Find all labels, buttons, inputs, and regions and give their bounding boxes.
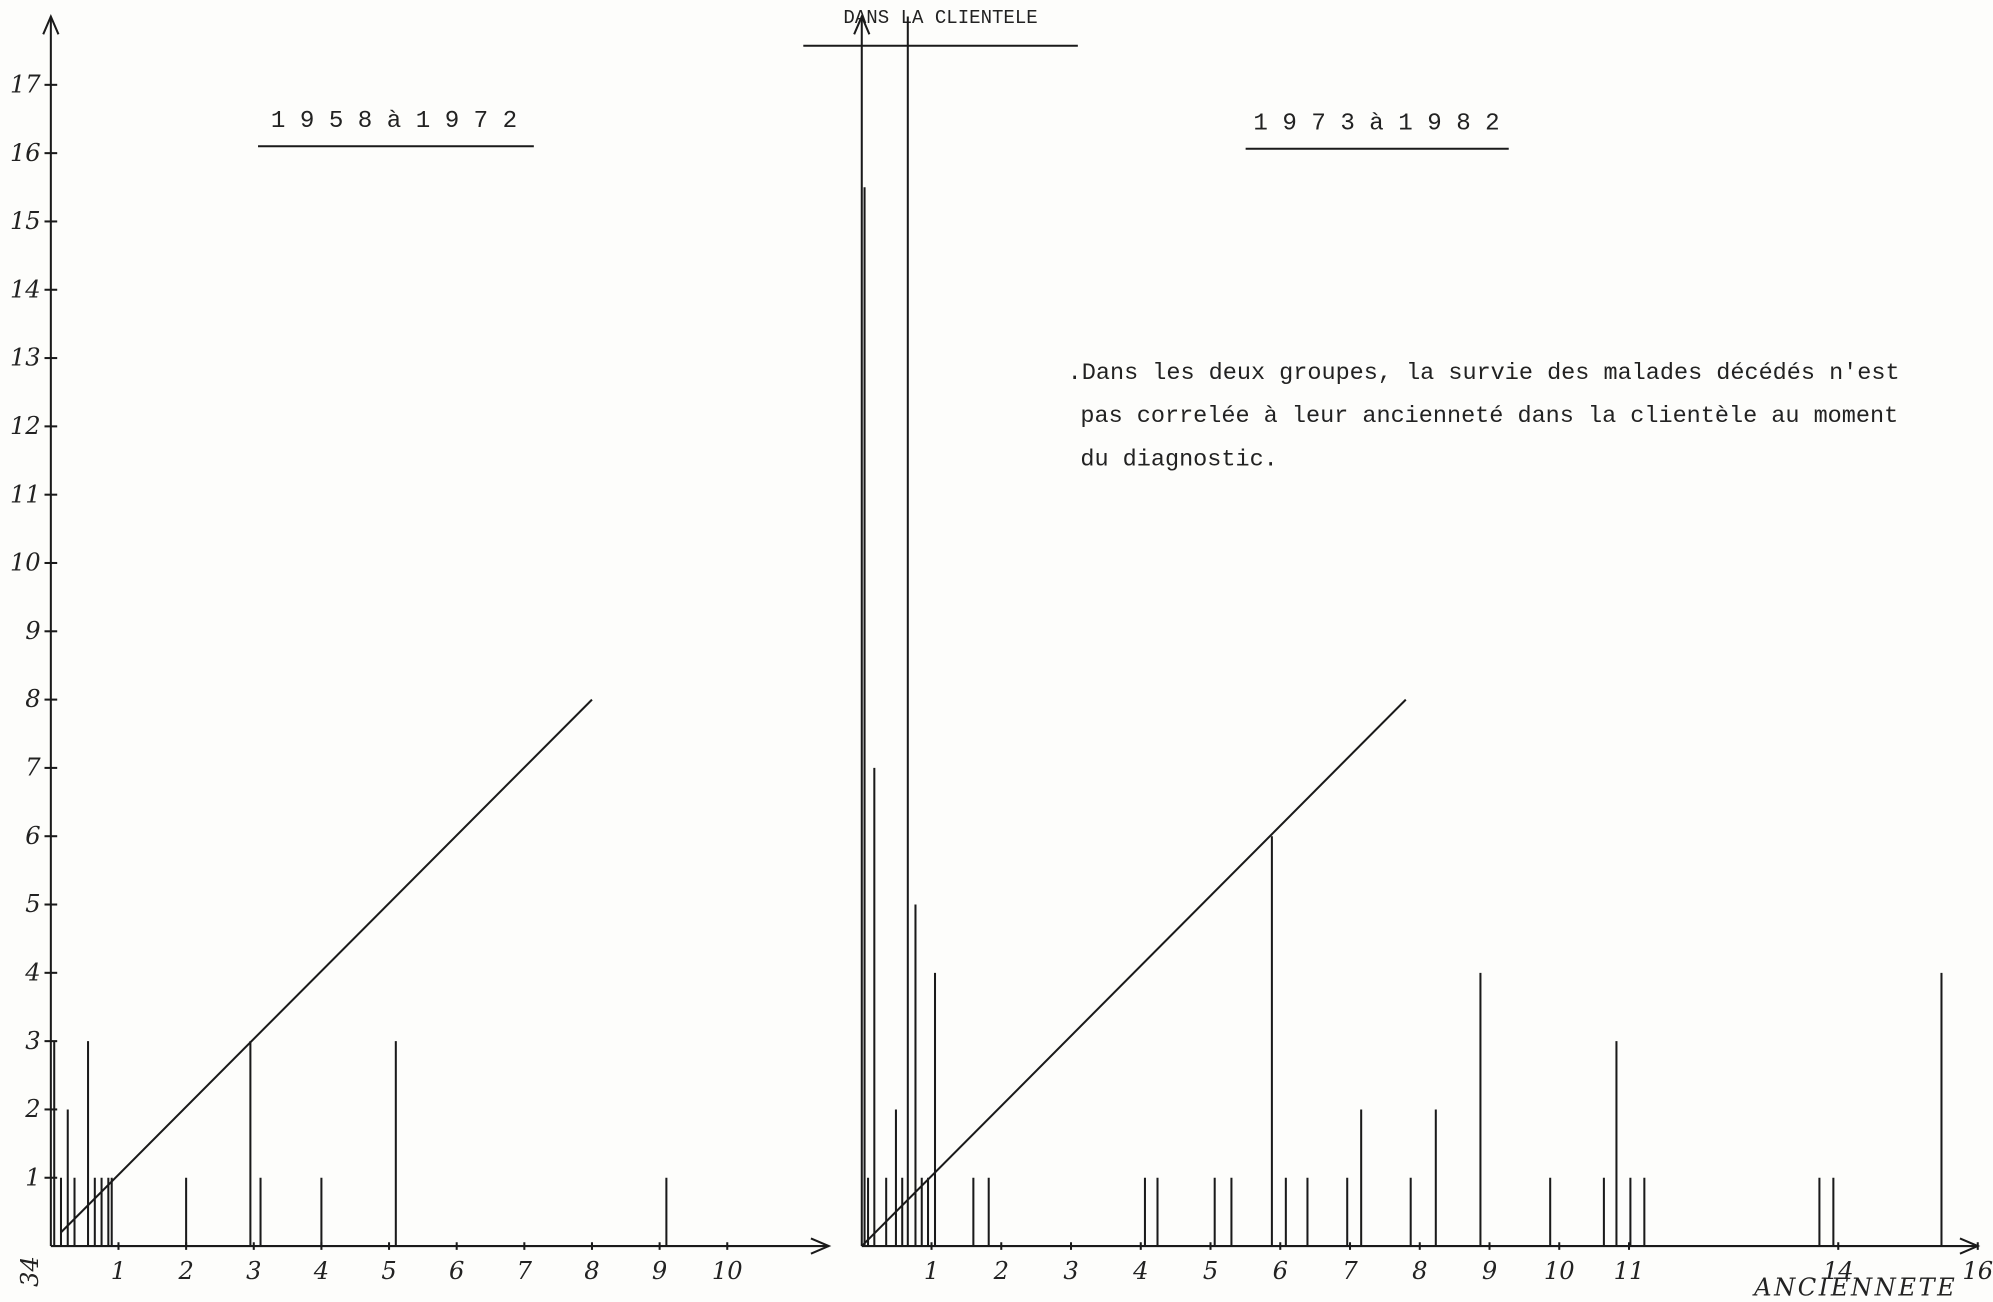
y-tick-label: 12 <box>10 412 41 440</box>
x-tick-label: 2 <box>993 1257 1009 1285</box>
x-tick-label: 9 <box>652 1257 667 1285</box>
x-tick-label: 1 <box>111 1257 126 1285</box>
y-tick-label: 11 <box>10 480 41 508</box>
y-tick-label: 7 <box>25 754 41 782</box>
x-tick-label: 7 <box>517 1257 533 1285</box>
chart-title: 1 9 5 8 à 1 9 7 2 <box>271 108 517 135</box>
x-tick-label: 9 <box>1482 1257 1497 1285</box>
x-tick-label: 10 <box>1544 1257 1575 1285</box>
y-tick-label: 3 <box>25 1027 40 1055</box>
y-tick-label: 5 <box>25 890 40 918</box>
y-tick-label: 6 <box>25 822 40 850</box>
y-tick-label: 16 <box>10 139 41 167</box>
y-tick-label: 13 <box>10 344 41 372</box>
y-tick-label: 10 <box>10 549 41 577</box>
x-tick-label: 4 <box>313 1257 329 1285</box>
x-tick-label: 7 <box>1342 1257 1358 1285</box>
y-tick-label: 14 <box>10 275 41 303</box>
y-tick-label: 2 <box>24 1095 40 1123</box>
x-tick-label: 11 <box>1614 1257 1645 1285</box>
x-tick-label: 2 <box>177 1257 193 1285</box>
y-axis-arrow <box>42 13 60 35</box>
y-tick-label: 8 <box>25 685 40 713</box>
note-line: pas correlée à leur ancienneté dans la c… <box>1080 403 1898 430</box>
y-tick-label: 15 <box>10 207 41 235</box>
x-axis-label: ANCIENNETE <box>1752 1274 1957 1302</box>
x-tick-label: 4 <box>1132 1257 1148 1285</box>
corner-label: 34 <box>16 1256 44 1287</box>
x-tick-label: 5 <box>1203 1257 1218 1285</box>
x-tick-label: 1 <box>924 1257 939 1285</box>
y-tick-label: 1 <box>25 1163 40 1191</box>
x-tick-label: 8 <box>584 1257 599 1285</box>
trend-line <box>60 698 593 1234</box>
trend-line <box>861 698 1407 1247</box>
y-axis-arrow <box>853 13 871 35</box>
note-line: du diagnostic. <box>1080 446 1277 473</box>
x-tick-label: 6 <box>449 1257 464 1285</box>
chart-title: 1 9 7 3 à 1 9 8 2 <box>1253 111 1499 138</box>
x-tick-label: 14 <box>1823 1257 1854 1285</box>
x-tick-label: 6 <box>1273 1257 1288 1285</box>
x-tick-label: 8 <box>1412 1257 1427 1285</box>
x-tick-label: 10 <box>712 1257 743 1285</box>
x-tick-label: 3 <box>246 1257 261 1285</box>
y-tick-label: 4 <box>24 958 40 986</box>
note-line: .Dans les deux groupes, la survie des ma… <box>1068 360 1900 387</box>
header: DANS LA CLIENTELE <box>843 7 1037 29</box>
x-tick-label: 3 <box>1063 1257 1078 1285</box>
y-tick-label: 17 <box>10 70 41 98</box>
x-axis-arrow <box>810 1237 832 1255</box>
x-tick-label: 5 <box>381 1257 396 1285</box>
y-tick-label: 9 <box>25 617 40 645</box>
x-tick-label: 16 <box>1962 1257 1993 1285</box>
